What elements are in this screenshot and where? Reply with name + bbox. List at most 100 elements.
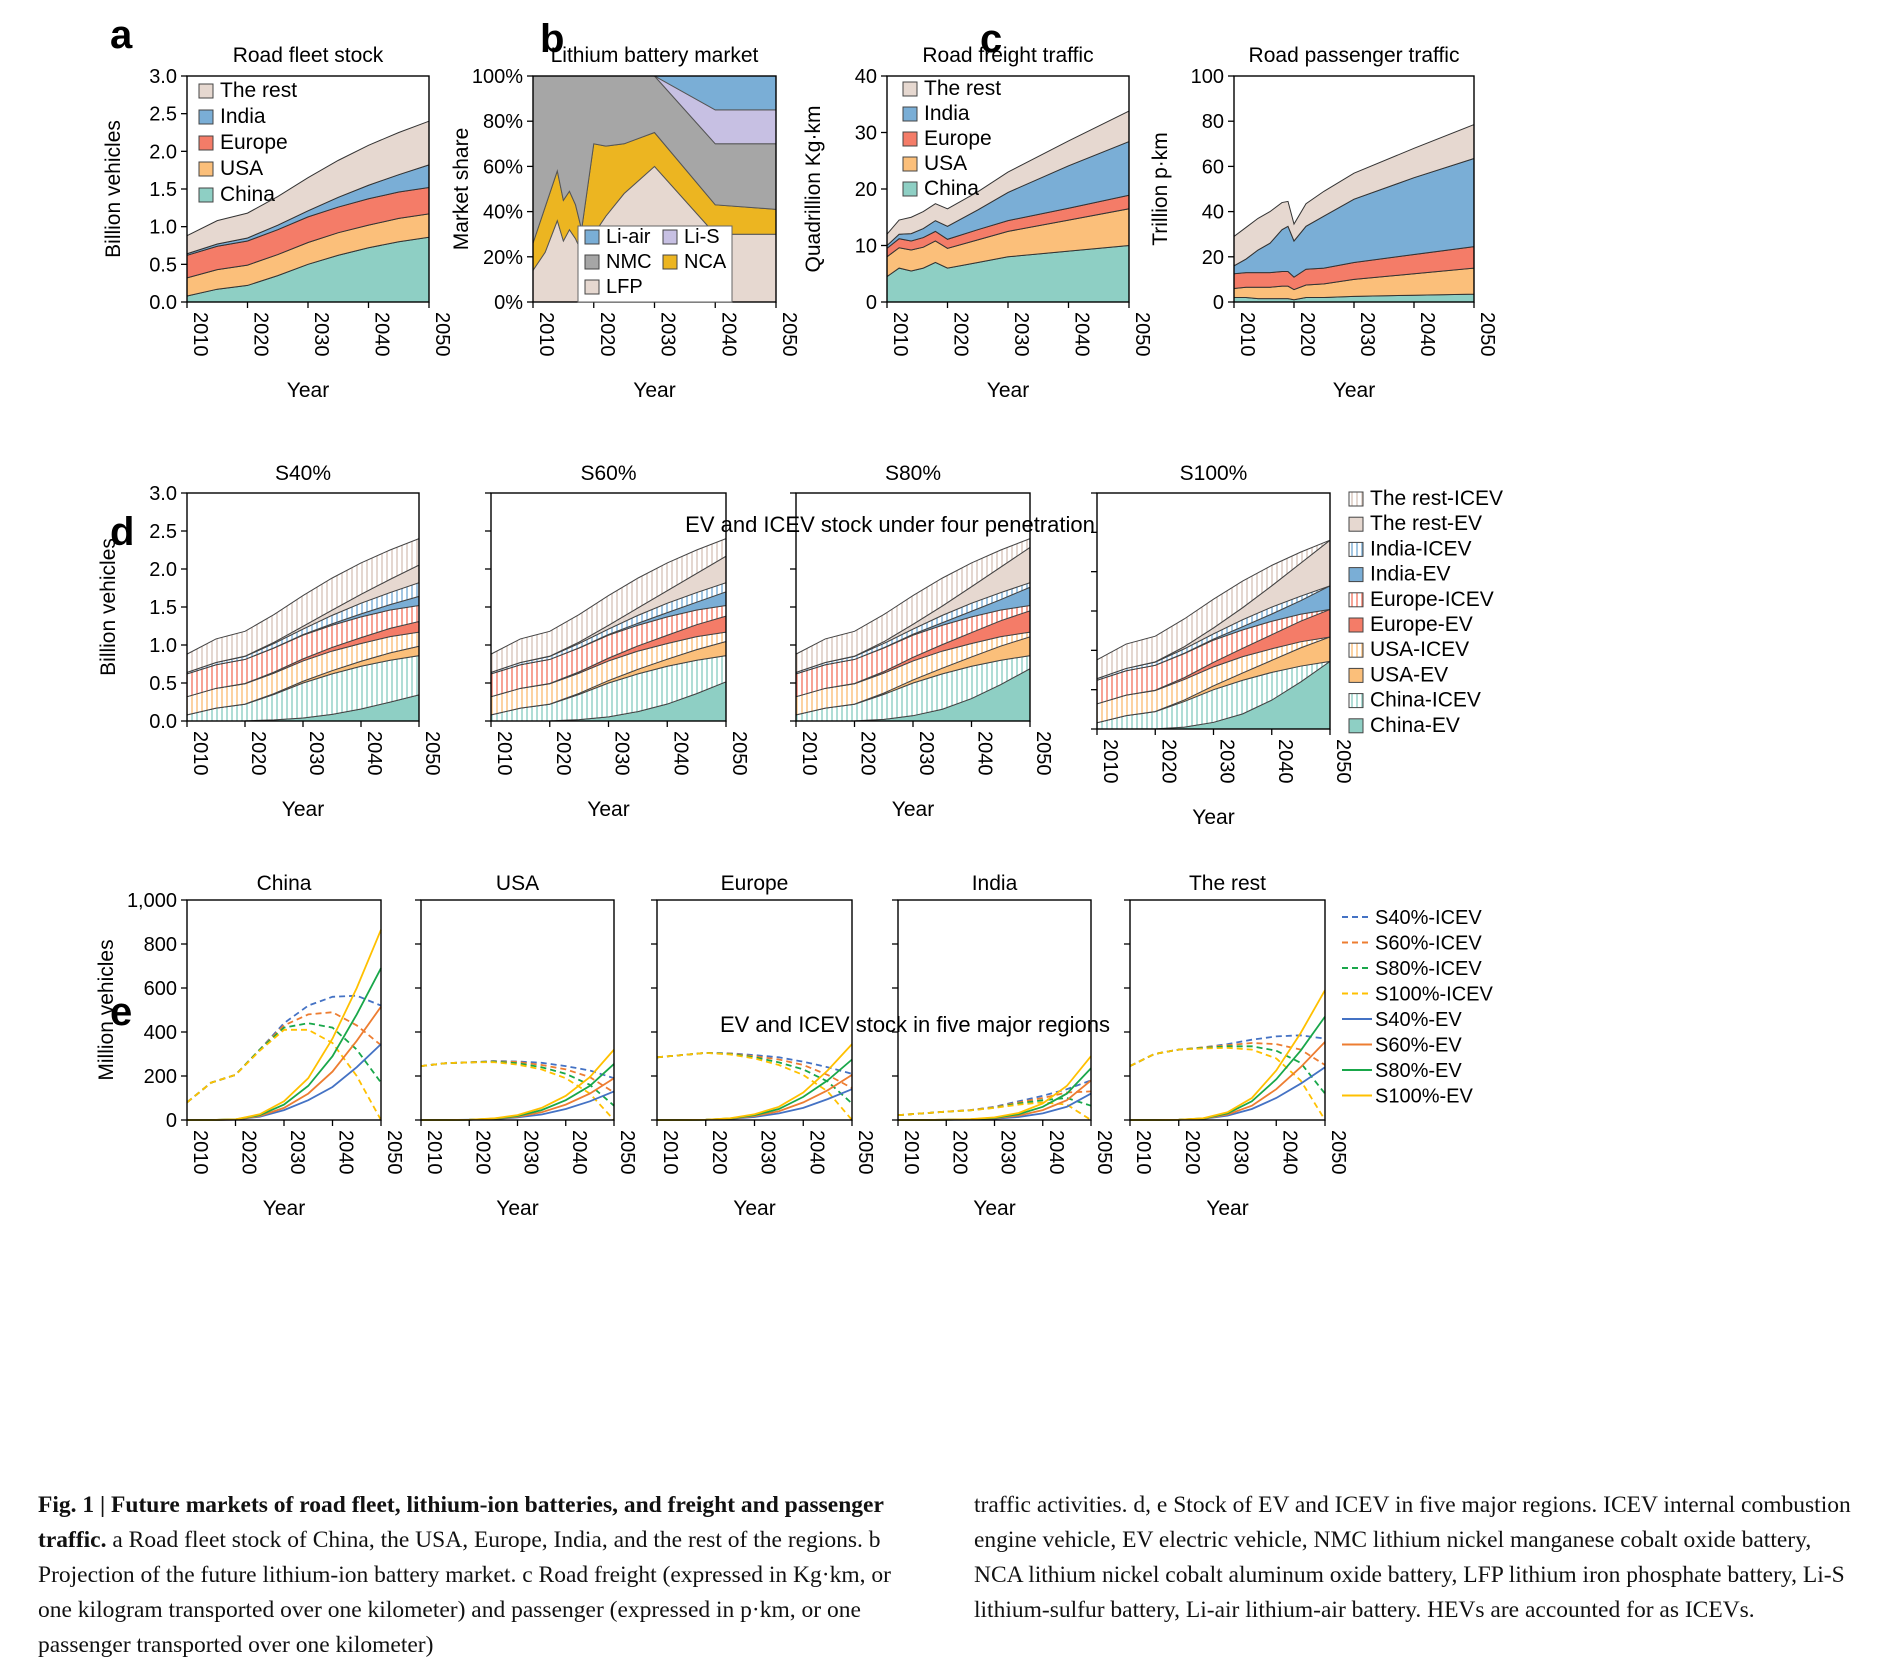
x-axis-label: Year <box>587 798 629 821</box>
y-tick-label: 1.5 <box>149 597 177 619</box>
panel-e-title: EV and ICEV stock in five major regions <box>720 1012 1110 1037</box>
x-tick-label: 2030 <box>1010 312 1032 357</box>
chart-d: S60% 2010 2020 2030 2040 2050 Year <box>485 462 750 821</box>
x-tick-label: 2050 <box>728 731 750 776</box>
legend-a-2-swatch <box>198 135 214 151</box>
legend-d-4-swatch <box>1348 592 1364 608</box>
y-tick-label: 100% <box>472 66 523 88</box>
legend-d-6-swatch <box>1348 642 1364 658</box>
x-tick-label: 2030 <box>757 1130 779 1175</box>
x-tick-label: 2020 <box>238 1130 260 1175</box>
legend-e-label-3: S100%-ICEV <box>1375 984 1493 1006</box>
legend-c-0-label: The rest <box>924 77 1001 100</box>
x-tick-label: 2020 <box>596 312 618 357</box>
x-tick-label: 2040 <box>371 312 393 357</box>
x-tick-label: 2020 <box>857 731 879 776</box>
panel-letter-d: d <box>110 510 134 554</box>
chart-e: USA 2010 2020 2030 2040 2050 Year <box>415 872 638 1220</box>
y-tick-label: 1.0 <box>149 635 177 657</box>
legend-b-4-swatch <box>584 279 600 295</box>
x-tick-label: 2040 <box>335 1130 357 1175</box>
legend-e-label-7: S100%-EV <box>1375 1086 1473 1108</box>
y-tick-label: 0.0 <box>149 292 177 314</box>
y-tick-label: 0 <box>866 292 877 314</box>
x-tick-label: 2020 <box>948 1130 970 1175</box>
x-tick-label: 2040 <box>974 731 996 776</box>
line-s60-ev <box>421 1077 615 1121</box>
x-tick-label: 2010 <box>189 312 211 357</box>
x-tick-label: 2020 <box>1296 312 1318 357</box>
caption-left: Fig. 1 | Future markets of road fleet, l… <box>38 1488 908 1663</box>
y-tick-label: 80 <box>1202 111 1224 133</box>
y-axis-label: Trillion p·km <box>1149 132 1172 246</box>
legend-a-3-swatch <box>198 161 214 177</box>
x-tick-label: 2020 <box>708 1130 730 1175</box>
x-axis-label: Year <box>973 1197 1015 1220</box>
legend-d-1-swatch <box>1348 516 1364 532</box>
legend-d-8-label: China-ICEV <box>1370 689 1481 712</box>
x-axis-label: Year <box>987 379 1029 402</box>
x-tick-label: 2010 <box>900 1130 922 1175</box>
x-axis-label: Year <box>282 798 324 821</box>
x-tick-label: 2030 <box>305 731 327 776</box>
panel-letter-b: b <box>540 17 564 61</box>
subplot-title: China <box>257 872 312 895</box>
y-tick-label: 0 <box>1213 292 1224 314</box>
y-tick-label: 0.5 <box>149 673 177 695</box>
line-s80-ev <box>657 1058 853 1121</box>
y-tick-label: 800 <box>144 934 177 956</box>
x-axis-label: Year <box>1206 1197 1248 1220</box>
legend-d-9-swatch <box>1348 718 1364 734</box>
chart-title: Road passenger traffic <box>1249 44 1460 67</box>
y-tick-label: 20% <box>483 247 523 269</box>
chart-title: Road freight traffic <box>922 44 1093 67</box>
y-tick-label: 3.0 <box>149 483 177 505</box>
x-tick-label: 2020 <box>250 312 272 357</box>
legend-c-3-label: USA <box>924 152 967 175</box>
y-tick-label: 60 <box>1202 156 1224 178</box>
x-tick-label: 2030 <box>915 731 937 776</box>
line-s80-icev <box>656 1051 853 1105</box>
x-tick-label: 2010 <box>1099 739 1121 784</box>
legend-b-1-label: Li-S <box>684 226 720 248</box>
legend-d-7-swatch <box>1348 667 1364 683</box>
chart-title: Road fleet stock <box>233 44 384 67</box>
line-s100-ev <box>187 929 382 1121</box>
area-rest-icev <box>1096 539 1331 680</box>
x-tick-label: 2030 <box>310 312 332 357</box>
y-axis-label: Quadrillion Kg·km <box>802 106 825 273</box>
x-tick-label: 2020 <box>552 731 574 776</box>
x-tick-label: 2040 <box>1071 312 1093 357</box>
line-s100-ev <box>421 1049 615 1121</box>
legend-d-8-swatch <box>1348 693 1364 709</box>
x-tick-label: 2010 <box>189 731 211 776</box>
legend-b-2-swatch <box>584 254 600 270</box>
subplot-title: USA <box>496 872 539 895</box>
legend-c-4-swatch <box>902 181 918 197</box>
y-tick-label: 1,000 <box>127 890 177 912</box>
chart-e: India 2010 2020 2030 2040 2050 Year <box>892 872 1115 1220</box>
x-tick-label: 2050 <box>431 312 453 357</box>
figure: a b c d e EV and ICEV stock under four p… <box>95 13 1503 1220</box>
legend-e-label-2: S80%-ICEV <box>1375 958 1482 980</box>
x-tick-label: 2050 <box>616 1130 638 1175</box>
legend-d-2-label: India-ICEV <box>1370 537 1472 560</box>
legend-d-5-label: Europe-EV <box>1370 613 1473 636</box>
x-axis-label: Year <box>1192 806 1234 829</box>
legend-c-1-label: India <box>924 102 970 125</box>
legend-e: S40%-ICEV S60%-ICEV S80%-ICEV S100%-ICEV S40… <box>1342 907 1493 1108</box>
charts-layer: Road fleet stock0.00.51.01.52.02.53.0201… <box>95 44 1503 1220</box>
x-tick-label: 2050 <box>1476 312 1498 357</box>
y-tick-label: 0 <box>166 1110 177 1132</box>
plot-frame <box>186 899 382 1121</box>
x-tick-label: 2050 <box>383 1130 405 1175</box>
legend-a-4-swatch <box>198 187 214 203</box>
x-tick-label: 2040 <box>363 731 385 776</box>
y-tick-label: 2.0 <box>149 559 177 581</box>
legend-d-4-label: Europe-ICEV <box>1370 588 1494 611</box>
x-tick-label: 2020 <box>471 1130 493 1175</box>
x-tick-label: 2050 <box>1332 739 1354 784</box>
caption-fig-label: Fig. 1 | Future markets of road fleet, l… <box>38 1492 884 1553</box>
y-tick-label: 3.0 <box>149 66 177 88</box>
panel-d-title: EV and ICEV stock under four penetration <box>685 512 1095 537</box>
